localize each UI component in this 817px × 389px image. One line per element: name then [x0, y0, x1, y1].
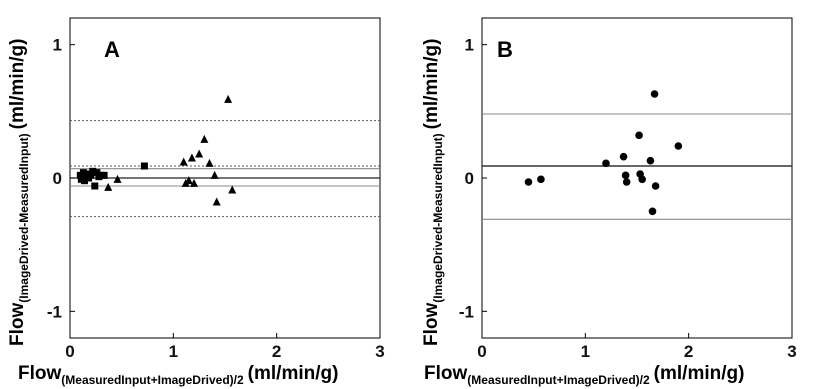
data-point-a-triangle-4: [184, 176, 193, 185]
x-tick-label-b-3: 3: [787, 342, 796, 361]
data-point-a-square-13: [100, 171, 108, 179]
data-point-b-circle-12: [674, 142, 683, 150]
data-point-a-triangle-0: [104, 182, 113, 191]
x-axis-title-sub-b: (MeasuredInput+ImageDrived)/2: [467, 373, 650, 387]
data-point-a-square-8: [89, 167, 97, 175]
data-point-b-circle-11: [651, 182, 660, 190]
y-axis-title-sub-b: (ImageDrived-MeasuredInput): [431, 133, 445, 302]
y-tick-label-a-1: 0: [53, 169, 62, 188]
y-tick-label-b-0: 1: [465, 36, 474, 55]
x-tick-label-a-2: 2: [272, 342, 281, 361]
data-point-a-square-9: [91, 182, 99, 190]
data-point-a-triangle-6: [190, 178, 198, 187]
data-point-a-triangle-10: [210, 170, 219, 179]
y-tick-label-b-1: 0: [465, 169, 474, 188]
y-axis-title-b: Flow(ImageDrived-MeasuredInput) (ml/min/g…: [421, 39, 445, 346]
y-axis-title-main-b: Flow: [421, 303, 442, 346]
data-points-b: [524, 90, 683, 216]
data-point-a-triangle-13: [228, 185, 237, 194]
reference-lines-a: [70, 120, 380, 218]
data-point-a-square-2: [78, 173, 86, 181]
x-tick-label-b-1: 1: [581, 342, 590, 361]
data-point-b-circle-8: [646, 156, 655, 165]
x-tick-label-a-3: 3: [375, 342, 384, 361]
data-point-a-square-10: [93, 169, 101, 177]
data-point-b-circle-2: [602, 159, 610, 168]
x-tick-label-b-0: 0: [477, 342, 486, 361]
y-axis-title-unit-a: (ml/min/g): [7, 39, 28, 130]
data-points-a: [76, 94, 237, 206]
x-tick-label-a-0: 0: [65, 342, 74, 361]
data-point-b-circle-10: [650, 90, 659, 98]
data-point-a-triangle-5: [187, 153, 196, 162]
panel-label-a: A: [104, 37, 120, 62]
data-point-a-triangle-11: [212, 197, 221, 206]
x-tick-label-a-1: 1: [169, 342, 178, 361]
chart-panel-b: 0 1 2 310-1 B Flow(MeasuredInput+ImageDrive…: [421, 17, 797, 387]
data-point-b-circle-0: [524, 178, 533, 186]
data-point-a-triangle-2: [179, 157, 188, 166]
x-axis-title-unit-a: (ml/min/g): [248, 363, 339, 384]
data-point-a-triangle-9: [205, 158, 214, 167]
x-axis-title-main-b: Flow: [424, 363, 467, 384]
data-point-b-circle-3: [619, 152, 628, 161]
data-point-a-square-14: [140, 162, 148, 170]
y-axis-title-main-a: Flow: [7, 303, 28, 346]
data-point-a-square-5: [83, 170, 91, 178]
y-tick-label-a-2: -1: [47, 302, 62, 321]
data-point-a-triangle-8: [200, 134, 209, 143]
x-axis-title-a: Flow(MeasuredInput+ImageDrived)/2 (ml/min…: [18, 363, 338, 387]
data-point-a-triangle-1: [113, 174, 122, 183]
ticks-a: 0 1 2 3 1 0 -1: [47, 36, 385, 361]
data-point-b-circle-9: [648, 207, 657, 216]
data-point-b-circle-6: [635, 131, 643, 140]
data-point-a-square-4: [80, 177, 88, 185]
x-tick-label-b-2: 2: [684, 342, 693, 361]
x-axis-title-sub-a: (MeasuredInput+ImageDrived)/2: [61, 373, 244, 387]
ticks-b: 0 1 2 3 1 0 -1: [459, 36, 797, 361]
data-point-b-circle-4: [621, 171, 630, 180]
data-point-a-square-7: [87, 171, 95, 179]
x-axis-title-unit-b: (ml/min/g): [654, 363, 745, 384]
y-tick-label-b-2: -1: [459, 302, 474, 321]
y-tick-label-a-0: 1: [53, 36, 62, 55]
x-axis-title-b: Flow(MeasuredInput+ImageDrived)/2 (ml/min…: [424, 363, 744, 387]
chart-panel-a: 0 1 2 310-1 A Flow(MeasuredInput+ImageDrive…: [7, 17, 385, 387]
data-point-a-triangle-7: [195, 149, 204, 158]
reference-lines-b: [482, 113, 792, 220]
data-point-b-circle-1: [537, 175, 545, 184]
y-axis-title-a: Flow(ImageDrived-MeasuredInput) (ml/min/g…: [7, 39, 31, 346]
x-axis-title-main-a: Flow: [18, 363, 61, 384]
data-point-b-circle-13: [636, 170, 644, 178]
plot-frame-b: [481, 17, 793, 339]
y-axis-title-unit-b: (ml/min/g): [421, 39, 442, 130]
data-point-a-triangle-12: [224, 94, 233, 103]
y-axis-title-sub-a: (ImageDrived-MeasuredInput): [17, 133, 31, 302]
panel-label-b: B: [497, 37, 513, 62]
data-point-b-circle-5: [622, 178, 631, 186]
